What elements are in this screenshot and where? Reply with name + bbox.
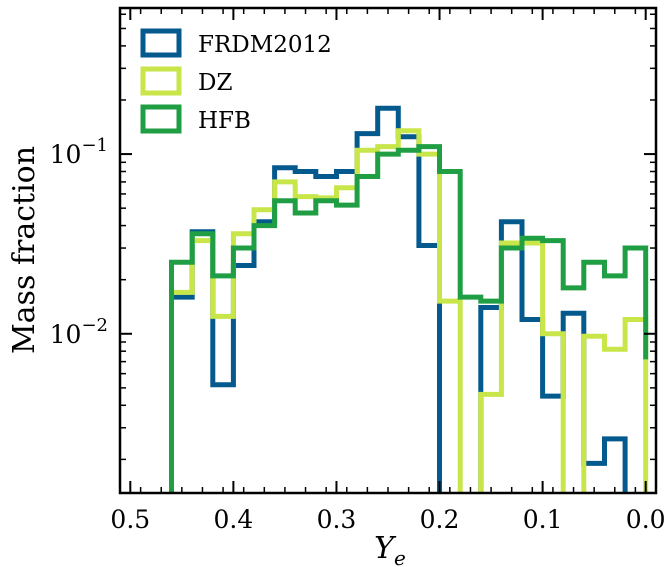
x-tick-label: 0.3 [317, 505, 357, 534]
x-axis-label-subscript: e [394, 546, 406, 567]
x-tick-label: 0.0 [626, 505, 665, 534]
x-axis-label-main: Y [374, 531, 397, 566]
y-tick-label: 10−2 [50, 315, 108, 349]
y-axis-label: Mass fraction [7, 146, 42, 354]
legend-swatch-hfb [140, 104, 182, 134]
series-layer [169, 105, 649, 493]
legend-swatch-frdm2012 [140, 28, 182, 58]
legend-label-frdm2012: FRDM2012 [198, 32, 332, 58]
y-axis-ticks: 10−1 10−2 [50, 13, 656, 461]
x-tick-label: 0.5 [110, 505, 150, 534]
series-dz-line [169, 128, 649, 493]
legend-label-dz: DZ [198, 70, 232, 96]
y-tick-label: 10−1 [50, 135, 108, 169]
series-frdm2012-line [169, 105, 628, 493]
x-tick-label: 0.1 [523, 505, 563, 534]
x-axis-ticks: 0.5 0.4 0.3 0.2 0.1 0.0 [110, 8, 665, 534]
x-tick-label: 0.2 [420, 505, 460, 534]
legend-label-hfb: HFB [198, 108, 251, 134]
x-axis-label: Ye [374, 531, 406, 567]
legend: FRDM2012 DZ HFB [140, 28, 332, 134]
legend-swatch-dz [140, 66, 182, 96]
series-hfb-line [169, 144, 649, 493]
x-tick-label: 0.4 [214, 505, 254, 534]
